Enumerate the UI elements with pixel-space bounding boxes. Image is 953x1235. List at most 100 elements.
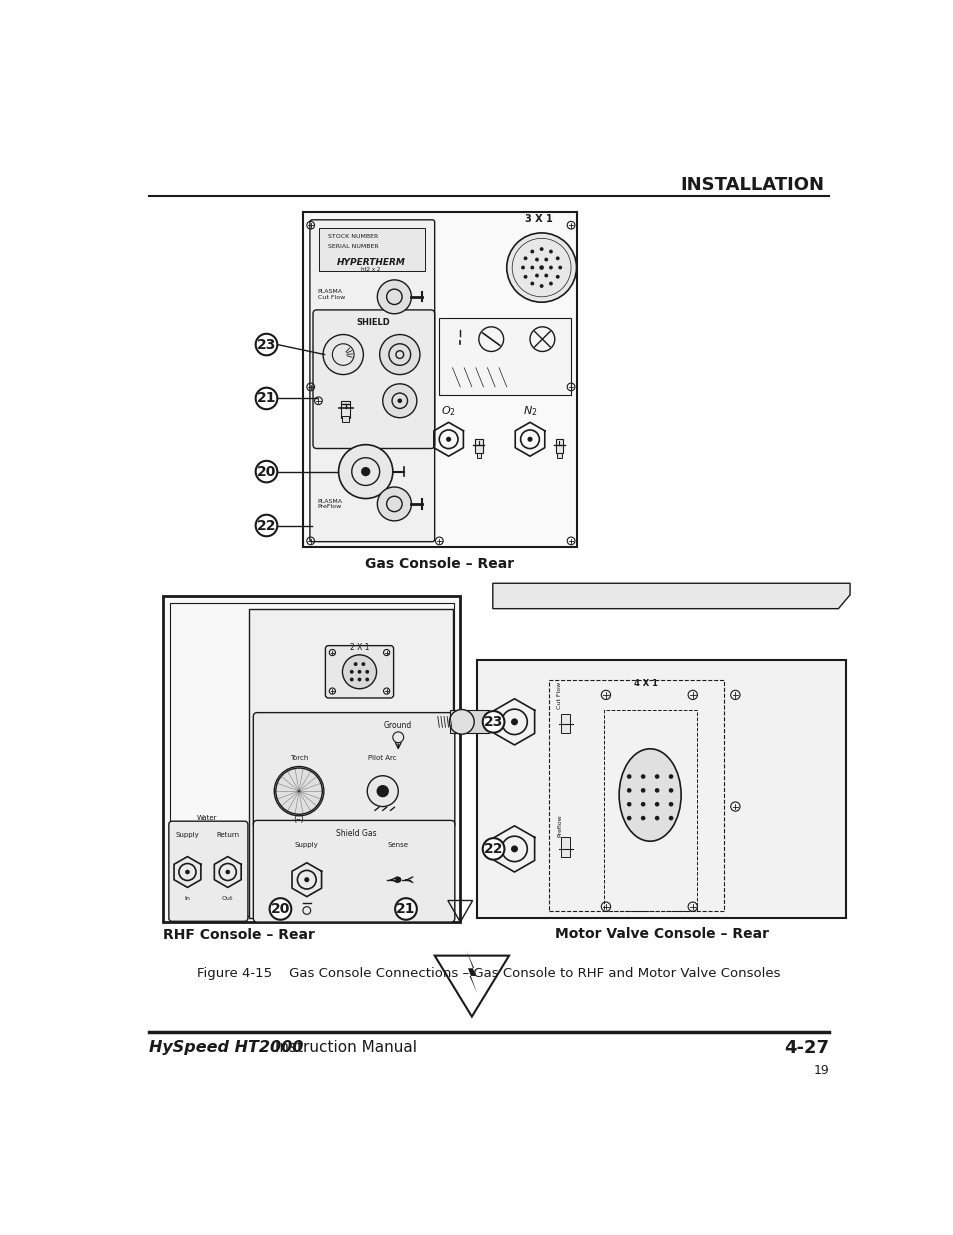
Circle shape (395, 877, 401, 883)
Circle shape (640, 802, 645, 806)
Circle shape (482, 839, 504, 860)
Circle shape (354, 662, 357, 666)
FancyBboxPatch shape (325, 646, 394, 698)
Circle shape (395, 898, 416, 920)
Circle shape (640, 788, 645, 793)
Circle shape (539, 247, 543, 251)
Circle shape (544, 258, 548, 262)
Bar (342, 416, 348, 422)
Bar (439, 317, 571, 395)
Text: 20: 20 (271, 902, 290, 916)
Circle shape (367, 776, 397, 806)
Text: 22: 22 (256, 519, 276, 532)
FancyBboxPatch shape (313, 310, 435, 448)
Circle shape (382, 384, 416, 417)
Circle shape (338, 445, 393, 499)
Circle shape (379, 335, 419, 374)
Circle shape (446, 437, 451, 442)
Circle shape (449, 710, 474, 734)
Bar (476, 453, 480, 458)
Circle shape (558, 266, 561, 269)
Circle shape (357, 669, 361, 674)
Text: 23: 23 (483, 715, 503, 729)
Text: Shield Gas: Shield Gas (335, 829, 376, 839)
Circle shape (360, 467, 370, 477)
Circle shape (376, 785, 389, 798)
Text: PLASMA
PreFlow: PLASMA PreFlow (317, 499, 342, 509)
Circle shape (530, 282, 534, 285)
Text: SHIELD: SHIELD (356, 317, 390, 327)
Text: 21: 21 (395, 902, 416, 916)
Text: Return: Return (216, 832, 239, 839)
Circle shape (626, 788, 631, 793)
Circle shape (654, 788, 659, 793)
Bar (303, 212, 577, 547)
Text: Water: Water (196, 815, 217, 821)
Circle shape (270, 898, 291, 920)
Circle shape (527, 437, 532, 442)
Circle shape (556, 275, 559, 279)
Text: Instruction Manual: Instruction Manual (270, 1040, 416, 1055)
FancyBboxPatch shape (310, 220, 435, 542)
Bar (549, 679, 723, 910)
Circle shape (556, 257, 559, 261)
Circle shape (377, 280, 411, 314)
Circle shape (255, 333, 277, 356)
Circle shape (535, 274, 538, 278)
Circle shape (626, 816, 631, 820)
Circle shape (530, 249, 534, 253)
Text: 2 X 1: 2 X 1 (350, 642, 369, 652)
Bar (249, 609, 452, 918)
Text: Sense: Sense (387, 842, 408, 848)
Circle shape (538, 266, 543, 270)
Circle shape (548, 249, 553, 253)
Circle shape (482, 711, 504, 732)
Text: RHF Console – Rear: RHF Console – Rear (163, 929, 315, 942)
Circle shape (185, 869, 190, 874)
Text: 23: 23 (256, 337, 276, 352)
Circle shape (342, 655, 376, 689)
Text: INSTALLATION: INSTALLATION (679, 177, 823, 194)
Circle shape (350, 678, 354, 682)
Circle shape (626, 802, 631, 806)
Text: Gas Console – Rear: Gas Console – Rear (364, 557, 514, 571)
Circle shape (365, 669, 369, 674)
Circle shape (350, 669, 354, 674)
Circle shape (530, 266, 534, 269)
Polygon shape (493, 583, 849, 609)
Text: 3 X 1: 3 X 1 (525, 214, 553, 224)
Bar (603, 710, 696, 910)
Text: 4-27: 4-27 (783, 1039, 828, 1057)
FancyBboxPatch shape (253, 713, 455, 829)
Circle shape (255, 461, 277, 483)
Circle shape (668, 816, 673, 820)
Text: STOCK NUMBER: STOCK NUMBER (328, 235, 378, 240)
Bar (476, 661, 845, 918)
Circle shape (640, 816, 645, 820)
Circle shape (506, 233, 576, 303)
Circle shape (535, 258, 538, 262)
Circle shape (274, 767, 323, 816)
Bar (557, 453, 561, 458)
Text: 22: 22 (483, 842, 503, 856)
Bar (450, 710, 488, 734)
Bar (319, 227, 425, 272)
Text: $N_2$: $N_2$ (522, 405, 537, 419)
Circle shape (626, 774, 631, 779)
Bar (170, 603, 454, 916)
Text: SERIAL NUMBER: SERIAL NUMBER (328, 245, 378, 249)
Text: Supply: Supply (175, 832, 199, 839)
Circle shape (544, 274, 548, 278)
Text: 4 X 1: 4 X 1 (634, 679, 658, 688)
Circle shape (357, 678, 361, 682)
Circle shape (397, 399, 402, 403)
FancyBboxPatch shape (253, 820, 455, 923)
Circle shape (511, 719, 517, 725)
Circle shape (523, 257, 527, 261)
Polygon shape (466, 951, 476, 994)
Text: PLASMA
Cut Flow: PLASMA Cut Flow (317, 289, 345, 300)
Text: Out: Out (222, 897, 233, 902)
Text: (–): (–) (294, 815, 304, 824)
Bar (163, 597, 459, 923)
Text: 21: 21 (256, 391, 276, 405)
